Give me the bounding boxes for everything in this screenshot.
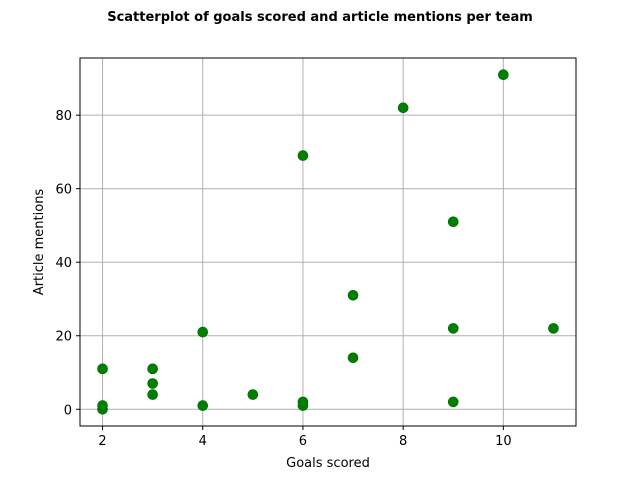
y-tick-label: 80 [55, 109, 72, 124]
x-tick-label: 6 [299, 434, 307, 449]
axis-ticks: 2 4 6 8 10 0 20 40 60 80 [55, 109, 511, 449]
y-tick-label: 20 [55, 330, 72, 345]
data-point [498, 69, 509, 81]
y-tick-label: 40 [55, 256, 72, 271]
y-tick-label: 0 [64, 403, 72, 418]
x-tick-label: 4 [199, 434, 207, 449]
data-point [447, 323, 459, 334]
data-point [347, 290, 359, 301]
data-point [297, 150, 309, 161]
chart-title: Scatterplot of goals scored and article … [107, 10, 533, 25]
data-point [297, 396, 309, 408]
x-tick-label: 10 [495, 434, 512, 449]
data-point [97, 400, 108, 411]
data-point [147, 363, 158, 375]
x-tick-label: 8 [399, 434, 407, 449]
data-points [97, 69, 559, 415]
data-point [397, 102, 409, 114]
data-point [548, 323, 559, 334]
plot-frame [79, 57, 577, 427]
data-point [147, 378, 158, 389]
data-point [147, 389, 158, 400]
grid [80, 58, 576, 426]
data-point [247, 389, 259, 400]
y-tick-label: 60 [55, 183, 72, 198]
data-point [97, 363, 108, 375]
data-point [197, 400, 209, 411]
data-point [447, 396, 459, 408]
data-point [347, 352, 359, 364]
data-point [447, 216, 459, 228]
data-point [197, 326, 209, 338]
x-tick-label: 2 [98, 434, 106, 449]
x-axis-label: Goals scored [286, 456, 370, 471]
y-axis-label: Article mentions [32, 189, 47, 296]
